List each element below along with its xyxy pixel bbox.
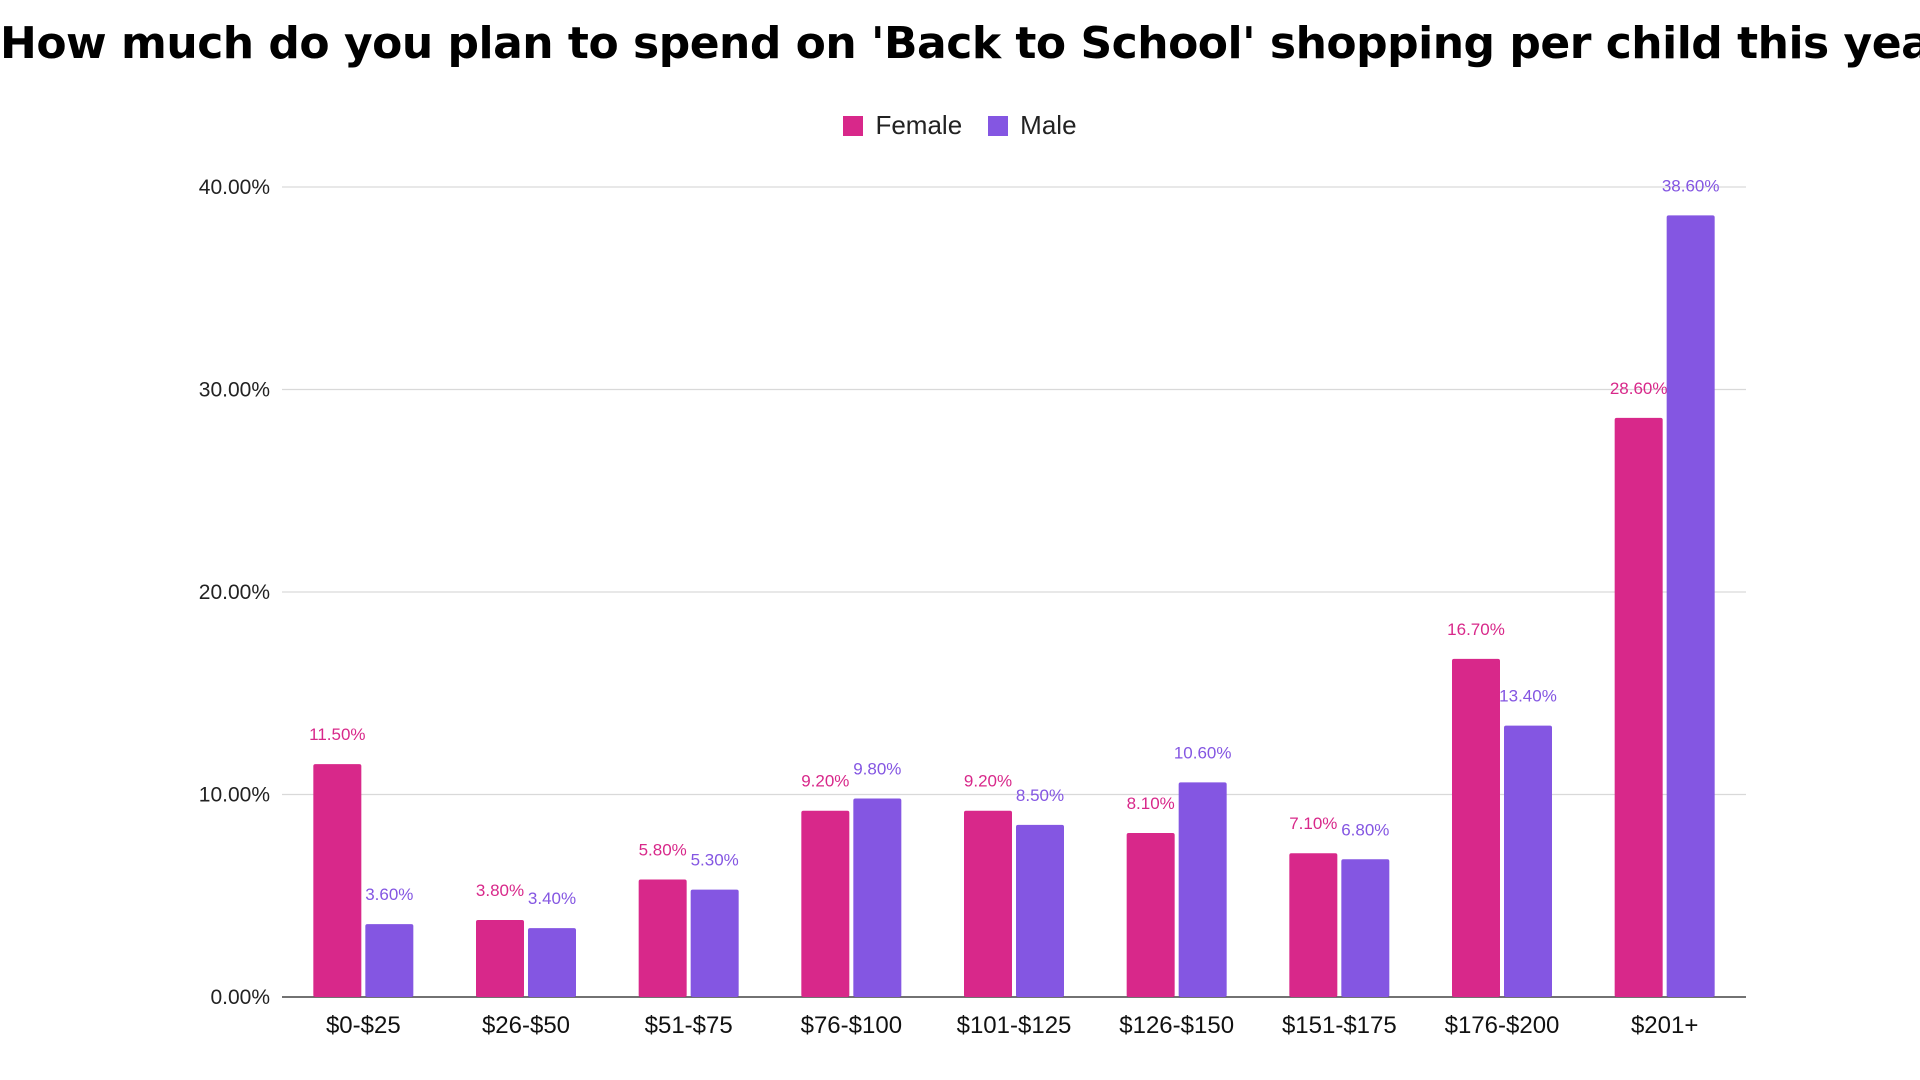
bar-male xyxy=(365,924,414,997)
y-tick-label: 40.00% xyxy=(199,176,270,199)
data-label-male: 5.30% xyxy=(691,851,739,870)
data-label-female: 9.20% xyxy=(964,772,1012,791)
bar-female xyxy=(1452,658,1500,997)
data-label-male: 3.40% xyxy=(528,889,576,908)
x-category-label: $76-$100 xyxy=(801,1012,902,1039)
data-label-male: 10.60% xyxy=(1174,743,1232,762)
bar-female xyxy=(801,810,850,997)
bar-female xyxy=(476,920,524,997)
x-category-label: $176-$200 xyxy=(1445,1012,1560,1039)
x-category-label: $101-$125 xyxy=(957,1012,1072,1039)
legend-label-female: Female xyxy=(875,110,963,140)
bar-female xyxy=(638,879,687,997)
x-category-label: $0-$25 xyxy=(326,1012,401,1039)
x-category-label: $51-$75 xyxy=(645,1012,733,1039)
y-tick-label: 0.00% xyxy=(210,986,270,1009)
legend-swatch-male xyxy=(988,115,1009,136)
x-category-label: $26-$50 xyxy=(482,1012,570,1039)
data-label-female: 8.10% xyxy=(1127,794,1175,813)
x-category-label: $126-$150 xyxy=(1119,1012,1234,1039)
data-label-female: 11.50% xyxy=(309,725,365,744)
data-label-female: 16.70% xyxy=(1447,620,1505,639)
chart-title: How much do you plan to spend on 'Back t… xyxy=(0,18,1920,69)
bar-female xyxy=(1289,853,1338,997)
legend-swatch-female xyxy=(843,115,864,136)
y-tick-label: 30.00% xyxy=(199,379,270,402)
data-label-female: 5.80% xyxy=(639,841,687,860)
bar-male xyxy=(528,928,576,997)
y-tick-label: 10.00% xyxy=(199,784,270,807)
x-category-label: $201+ xyxy=(1631,1012,1698,1039)
data-label-male: 13.40% xyxy=(1499,687,1557,706)
data-label-male: 9.80% xyxy=(853,760,901,779)
bar-male xyxy=(1178,782,1227,997)
data-label-female: 3.80% xyxy=(476,881,524,900)
data-label-male: 6.80% xyxy=(1341,820,1389,839)
data-label-male: 3.60% xyxy=(365,885,413,904)
x-category-label: $151-$175 xyxy=(1282,1012,1397,1039)
bar-male xyxy=(1504,725,1552,997)
bar-male xyxy=(690,889,739,997)
data-label-male: 8.50% xyxy=(1016,786,1064,805)
y-tick-label: 20.00% xyxy=(199,581,270,604)
bar-male xyxy=(1341,859,1390,997)
legend-item-male: Male xyxy=(988,110,1077,141)
bar-female xyxy=(313,764,362,997)
legend-label-male: Male xyxy=(1020,110,1077,140)
bar-male xyxy=(1666,215,1715,998)
bar-male xyxy=(853,798,902,997)
bar-female xyxy=(1126,832,1175,997)
data-label-female: 7.10% xyxy=(1289,814,1337,833)
chart-legend: Female Male xyxy=(0,110,1920,141)
data-label-female: 28.60% xyxy=(1610,379,1668,398)
bar-female xyxy=(964,810,1012,997)
bar-male xyxy=(1016,824,1064,997)
bar-female xyxy=(1614,417,1663,998)
data-label-female: 9.20% xyxy=(801,772,849,791)
data-label-male: 38.60% xyxy=(1662,176,1720,195)
legend-item-female: Female xyxy=(843,110,962,141)
